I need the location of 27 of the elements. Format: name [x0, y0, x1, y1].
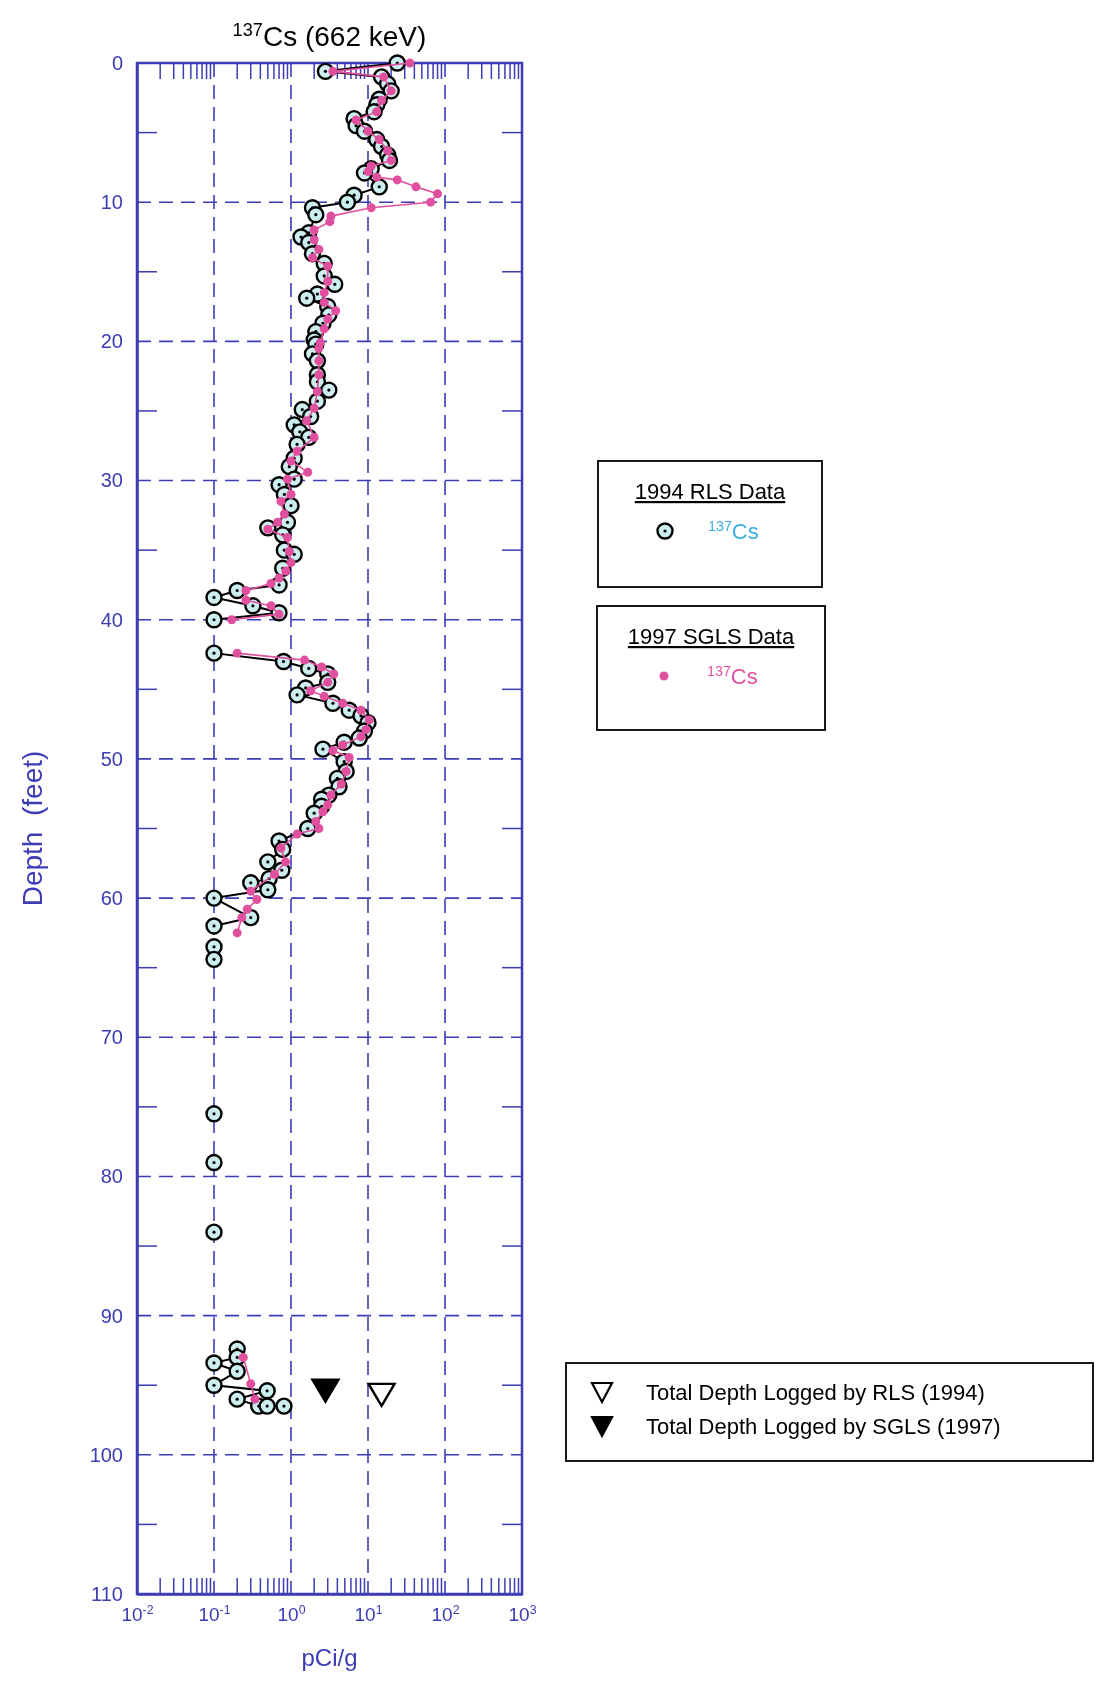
y-tick-label: 70: [100, 1026, 123, 1049]
chart-title: $^{137}$Cs (662 keV): [232, 20, 427, 52]
text: 1994 RLS Data: [634, 479, 786, 504]
y-tick-label: 80: [100, 1165, 123, 1188]
x-tick-label: 10$^{0}$: [277, 1603, 306, 1626]
x-tick-label: 10$^{-1}$: [198, 1603, 231, 1626]
x-tick-label: 10$^{2}$: [431, 1603, 460, 1626]
legend-label: Total Depth Logged by RLS (1994): [646, 1380, 985, 1405]
legend-label: $^{137}$Cs: [708, 518, 759, 544]
y-tick-label: 110: [91, 1582, 123, 1605]
x-tick-label: 10$^{3}$: [508, 1603, 537, 1626]
text: 1997 SGLS Data: [627, 624, 795, 649]
y-axis-title: Depth (feet): [17, 750, 48, 907]
y-tick-label: 40: [100, 608, 123, 631]
y-tick-label: 0: [111, 51, 123, 74]
y-tick-label: 50: [100, 747, 123, 770]
legend-label: Total Depth Logged by SGLS (1997): [646, 1414, 1001, 1439]
y-tick-label: 30: [100, 469, 123, 492]
y-tick-label: 60: [100, 886, 123, 909]
x-tick-label: 10$^{-2}$: [121, 1603, 154, 1626]
y-tick-label: 10: [100, 191, 123, 214]
y-tick-label: 20: [100, 330, 123, 353]
y-tick-label: 90: [100, 1304, 123, 1327]
y-tick-label: 100: [89, 1443, 123, 1466]
x-tick-label: 10$^{1}$: [354, 1603, 383, 1626]
legend-label: $^{137}$Cs: [707, 663, 758, 689]
x-axis-title: pCi/g: [301, 1644, 358, 1671]
